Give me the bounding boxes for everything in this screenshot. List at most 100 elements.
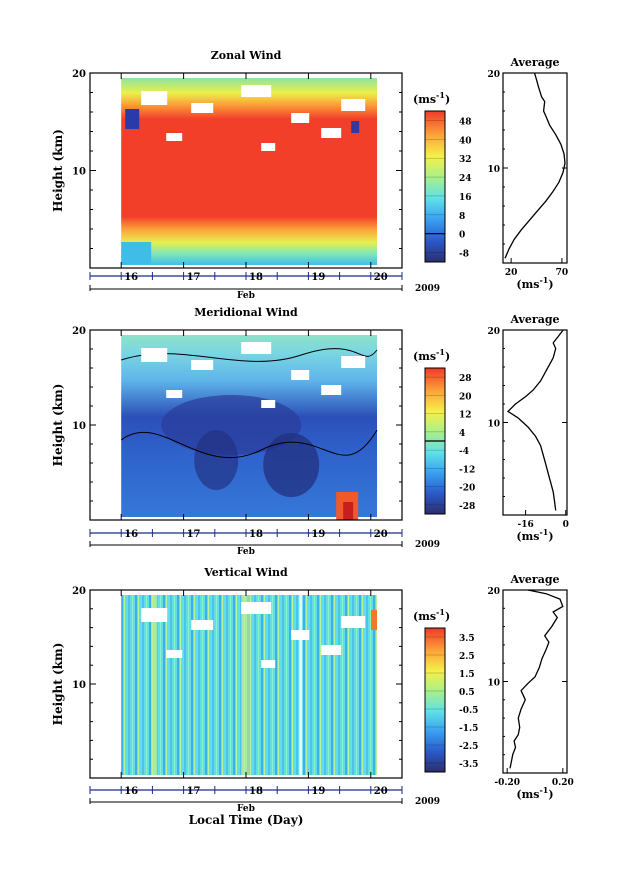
time-tick-label: 18 xyxy=(249,786,263,797)
heatmap-edge xyxy=(371,610,378,630)
time-tick-label: 16 xyxy=(124,529,138,540)
colorbar-tick-label: 24 xyxy=(459,174,472,184)
y-axis-label: Height (km) xyxy=(51,384,65,467)
month-label: Feb xyxy=(237,291,255,301)
average-title: Average xyxy=(509,313,559,326)
heatmap-core xyxy=(194,430,239,490)
missing-data xyxy=(261,660,276,668)
colorbar-tick-label: 3.5 xyxy=(459,634,475,644)
colorbar-tick-label: 48 xyxy=(459,117,472,127)
month-label: Feb xyxy=(237,804,255,814)
heatmap-band xyxy=(241,595,250,775)
time-tick-label: 19 xyxy=(311,272,325,283)
heatmap-band xyxy=(151,595,158,775)
missing-data xyxy=(321,385,342,395)
year-label: 2009 xyxy=(415,540,440,550)
zero-contour xyxy=(120,429,378,459)
colorbar-tick-label: -28 xyxy=(459,502,475,512)
avg-xtick-label: 0 xyxy=(563,520,569,530)
missing-data xyxy=(241,342,272,354)
ytick-label: 20 xyxy=(72,326,86,337)
time-tick-label: 17 xyxy=(187,529,201,540)
average-xlabel: (ms-1) xyxy=(516,527,553,543)
colorbar xyxy=(424,110,446,263)
missing-data xyxy=(241,85,272,97)
average-profile-line xyxy=(509,589,564,769)
average-frame xyxy=(502,329,568,516)
heatmap-lowlevel xyxy=(121,242,152,264)
colorbar-tick-label: 28 xyxy=(459,374,472,384)
colorbar-tick-label: 0 xyxy=(459,231,465,241)
missing-data xyxy=(191,360,214,370)
missing-data xyxy=(291,370,310,380)
colorbar-tick-label: 12 xyxy=(459,411,472,421)
heatmap-hotspot xyxy=(343,502,354,520)
x-axis-label: Local Time (Day) xyxy=(189,813,304,827)
panel-title: Vertical Wind xyxy=(203,566,288,579)
ytick-label: 10 xyxy=(72,167,86,178)
time-tick-label: 20 xyxy=(374,272,388,283)
colorbar-tick-label: -4 xyxy=(459,447,469,457)
average-profile-line xyxy=(506,329,564,511)
ytick-label: 20 xyxy=(72,586,86,597)
missing-data xyxy=(321,645,342,655)
missing-data xyxy=(191,620,214,630)
time-tick-label: 20 xyxy=(374,786,388,797)
heatmap-core xyxy=(161,395,302,455)
average-xlabel: (ms-1) xyxy=(516,785,553,801)
colorbar-unit: (ms-1) xyxy=(413,90,450,106)
colorbar-tick-label: 4 xyxy=(459,429,465,439)
missing-data xyxy=(141,348,168,362)
panel-title: Meridional Wind xyxy=(194,306,298,319)
time-tick-label: 18 xyxy=(249,529,263,540)
colorbar-tick-label: 20 xyxy=(459,392,472,402)
time-tick-label: 20 xyxy=(374,529,388,540)
time-tick-label: 16 xyxy=(124,786,138,797)
missing-data xyxy=(341,356,366,368)
missing-data xyxy=(291,113,310,123)
heatmap-patch xyxy=(125,109,140,129)
colorbar-tick-label: 1.5 xyxy=(459,670,475,680)
missing-data xyxy=(261,400,276,408)
colorbar-tick-label: 8 xyxy=(459,212,465,222)
colorbar-tick-label: -1.5 xyxy=(459,724,478,734)
colorbar-tick-label: 40 xyxy=(459,136,472,146)
ytick-label: 20 xyxy=(72,69,86,80)
month-label: Feb xyxy=(237,547,255,557)
ytick-label: 10 xyxy=(72,680,86,691)
missing-data xyxy=(321,128,342,138)
zero-contour xyxy=(121,348,378,362)
avg-ytick-label: 20 xyxy=(487,587,500,597)
avg-ytick-label: 10 xyxy=(487,679,500,689)
avg-xtick-label: -16 xyxy=(517,520,533,530)
avg-xtick-label: 0.20 xyxy=(552,778,574,788)
y-axis-label: Height (km) xyxy=(51,643,65,726)
time-tick-label: 17 xyxy=(187,786,201,797)
average-frame xyxy=(502,72,568,264)
avg-ytick-label: 20 xyxy=(487,70,500,80)
colorbar-tick-label: -20 xyxy=(459,484,475,494)
colorbar-tick-label: -8 xyxy=(459,250,469,260)
colorbar-tick-label: -12 xyxy=(459,465,475,475)
avg-xtick-label: 70 xyxy=(556,268,569,278)
colorbar-tick-label: 2.5 xyxy=(459,652,475,662)
colorbar-tick-label: 32 xyxy=(459,155,472,165)
colorbar-tick-label: -3.5 xyxy=(459,760,478,770)
average-xlabel: (ms-1) xyxy=(516,275,553,291)
avg-xtick-label: -0.20 xyxy=(494,778,520,788)
heatmap-field xyxy=(121,78,378,265)
time-tick-label: 19 xyxy=(311,529,325,540)
missing-data xyxy=(166,390,183,398)
year-label: 2009 xyxy=(415,797,440,807)
time-tick-label: 16 xyxy=(124,272,138,283)
missing-data xyxy=(141,608,168,622)
ytick-label: 10 xyxy=(72,421,86,432)
missing-data xyxy=(166,133,183,141)
avg-ytick-label: 10 xyxy=(487,420,500,430)
average-title: Average xyxy=(509,573,559,586)
heatmap-patch xyxy=(351,121,360,133)
missing-data xyxy=(341,616,366,628)
time-tick-label: 18 xyxy=(249,272,263,283)
missing-data xyxy=(166,650,183,658)
